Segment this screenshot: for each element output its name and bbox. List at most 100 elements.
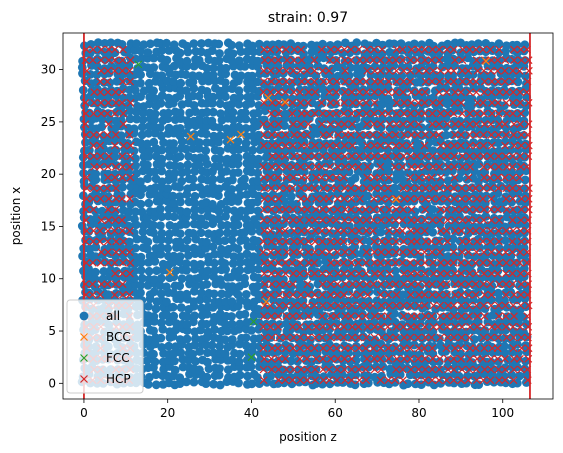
point-hcp [118, 162, 127, 171]
point-hcp [391, 216, 400, 225]
point-hcp [340, 269, 349, 278]
point-hcp [282, 333, 291, 342]
point-hcp [290, 301, 299, 310]
point-hcp [435, 130, 444, 139]
point-hcp [318, 322, 327, 331]
point-hcp [384, 376, 393, 385]
point-all [474, 177, 483, 187]
point-hcp [290, 45, 299, 54]
point-hcp [502, 290, 510, 299]
point-hcp [89, 226, 98, 235]
point-all [338, 86, 348, 96]
point-all [246, 362, 256, 372]
point-hcp [487, 301, 496, 310]
point-hcp [517, 130, 526, 139]
point-all [370, 107, 379, 117]
point-all [253, 176, 262, 186]
point-hcp [458, 162, 467, 171]
point-hcp [510, 141, 519, 150]
point-hcp [509, 301, 518, 310]
point-all [136, 138, 146, 148]
point-all [170, 365, 180, 375]
point-all [157, 154, 167, 164]
point-all [494, 138, 503, 148]
point-hcp [493, 66, 502, 75]
point-hcp [325, 365, 333, 374]
point-hcp [111, 56, 119, 65]
point-hcp [392, 237, 401, 246]
x-axis-ticks: 0 20 40 60 80 100 [80, 399, 514, 420]
point-all [507, 154, 517, 163]
point-all [156, 289, 166, 298]
point-hcp [443, 152, 452, 161]
point-hcp [450, 162, 459, 171]
point-all [194, 71, 204, 81]
point-all [390, 183, 399, 193]
point-hcp [392, 344, 401, 353]
point-hcp [288, 109, 297, 118]
point-all [151, 183, 161, 192]
point-hcp [303, 344, 312, 353]
point-hcp [89, 184, 98, 193]
point-hcp [332, 173, 341, 182]
point-hcp [88, 280, 97, 289]
point-hcp [392, 152, 401, 161]
point-all [384, 175, 393, 185]
point-hcp [479, 109, 488, 118]
point-hcp [275, 237, 283, 246]
point-all [175, 252, 185, 261]
point-all [189, 83, 199, 93]
point-hcp [333, 322, 342, 331]
point-hcp [267, 269, 276, 278]
point-hcp [494, 365, 503, 374]
point-all [220, 236, 230, 246]
point-all [150, 275, 159, 284]
point-hcp [377, 312, 386, 321]
point-hcp [103, 130, 112, 139]
point-hcp [472, 226, 480, 235]
point-hcp [508, 248, 517, 257]
point-all [149, 86, 159, 96]
point-hcp [341, 77, 350, 86]
point-all [201, 146, 211, 156]
point-hcp [487, 365, 495, 374]
point-hcp [444, 301, 453, 310]
point-hcp [428, 365, 437, 374]
point-hcp [442, 376, 451, 385]
point-hcp [354, 322, 363, 331]
point-all [301, 258, 311, 268]
point-hcp [340, 98, 349, 107]
point-hcp [486, 66, 495, 75]
point-all [247, 379, 257, 389]
point-hcp [89, 130, 98, 139]
point-hcp [305, 216, 313, 225]
point-hcp [325, 130, 334, 139]
point-hcp [311, 88, 320, 97]
point-hcp [341, 162, 350, 171]
point-hcp [297, 301, 306, 310]
point-hcp [444, 77, 452, 86]
point-hcp [414, 109, 423, 118]
point-hcp [89, 237, 98, 246]
point-fcc [249, 317, 258, 326]
point-hcp [471, 258, 480, 267]
point-hcp [494, 98, 502, 107]
point-hcp [376, 376, 385, 385]
point-hcp [391, 376, 399, 385]
point-hcp [332, 88, 341, 97]
point-hcp [428, 45, 437, 54]
point-hcp [385, 120, 394, 129]
point-hcp [297, 365, 306, 374]
point-all [333, 40, 343, 49]
point-hcp [377, 322, 385, 331]
point-all [164, 108, 173, 118]
point-all [229, 228, 239, 238]
point-hcp [384, 248, 393, 257]
point-hcp [443, 45, 451, 54]
point-all [357, 138, 367, 148]
point-all [110, 152, 120, 162]
point-all [493, 228, 503, 238]
point-hcp [297, 226, 306, 235]
point-hcp [282, 301, 291, 310]
point-all [169, 212, 179, 222]
